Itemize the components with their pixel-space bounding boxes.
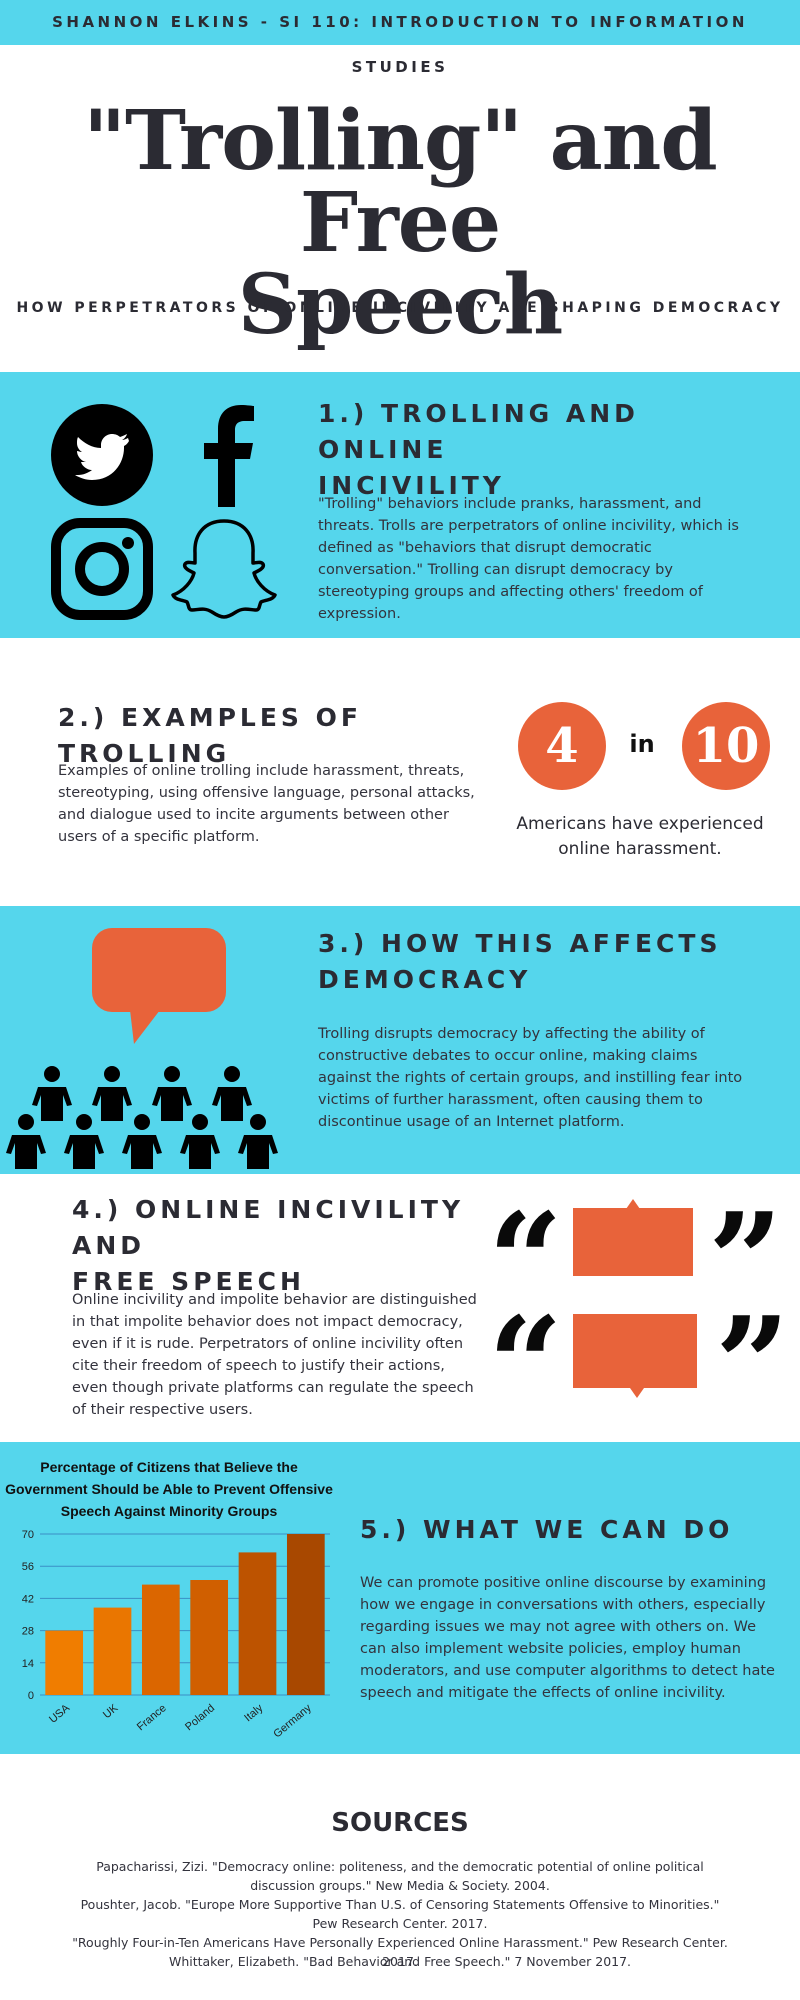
section4-heading-line1: 4.) ONLINE INCIVILITY AND: [72, 1195, 465, 1260]
bar: [45, 1630, 84, 1695]
person-icon: [122, 1114, 162, 1169]
bar-chart: 0 14 28 42 56 70 USA UK France Poland Italy Germany: [22, 1529, 330, 1741]
stat-number-4: 4: [518, 702, 606, 790]
instagram-icon: [51, 518, 153, 620]
quote-box-2-tail: [630, 1388, 644, 1398]
x-tick-label: Italy: [242, 1702, 266, 1724]
stat-in-label: in: [629, 730, 655, 758]
section3-body: Trolling disrupts democracy by affecting…: [318, 1026, 743, 1130]
section5-heading: 5.) WHAT WE CAN DO: [360, 1515, 734, 1544]
bar: [238, 1552, 277, 1695]
sources-title: SOURCES: [331, 1808, 469, 1838]
x-tick-label: France: [135, 1702, 169, 1733]
bar: [141, 1584, 180, 1695]
open-quote-icon-1: “: [488, 1184, 563, 1337]
page-title-line1: "Trolling" and Free: [83, 93, 717, 271]
x-tick-label: UK: [101, 1702, 121, 1721]
section3-heading-line1: 3.) HOW THIS AFFECTS: [318, 929, 722, 958]
x-tick-label: USA: [47, 1702, 73, 1726]
page-title-line2: Speech: [237, 257, 563, 353]
section2-body: Examples of online trolling include hara…: [58, 763, 475, 845]
person-icon: [32, 1066, 72, 1121]
section1-heading-line1: 1.) TROLLING AND ONLINE: [318, 399, 639, 464]
page-title: "Trolling" and Free Speech: [40, 100, 760, 346]
person-icon: [92, 1066, 132, 1121]
x-tick-label: Poland: [183, 1702, 217, 1733]
y-tick-label: 70: [22, 1529, 34, 1541]
close-quote-icon-2: ”: [715, 1288, 790, 1441]
section2-heading: 2.) EXAMPLES OF TROLLING: [58, 703, 362, 768]
quote-box-1-tail: [626, 1199, 640, 1209]
source-item: Poushter, Jacob. "Europe More Supportive…: [80, 1897, 720, 1931]
y-tick-label: 14: [22, 1658, 34, 1670]
person-icon: [64, 1114, 104, 1169]
facebook-icon: [204, 405, 254, 507]
section1-heading: 1.) TROLLING AND ONLINE INCIVILITY: [318, 396, 778, 504]
section5-body: We can promote positive online discourse…: [360, 1575, 775, 1701]
section4-heading-line2: FREE SPEECH: [72, 1267, 305, 1296]
source-item: Whittaker, Elizabeth. "Bad Behavior and …: [168, 1954, 632, 1969]
bar: [286, 1534, 325, 1695]
quote-box-2: [573, 1314, 697, 1388]
section1-heading-line2: INCIVILITY: [318, 471, 505, 500]
open-quote-icon-2: “: [488, 1288, 563, 1441]
header-bar: SHANNON ELKINS - SI 110: INTRODUCTION TO…: [0, 0, 800, 76]
section3-heading-line2: DEMOCRACY: [318, 965, 532, 994]
x-tick-label: Germany: [271, 1702, 314, 1741]
person-icon: [6, 1114, 46, 1169]
close-quote-icon-1: ”: [708, 1184, 783, 1337]
stat-number-10: 10: [682, 702, 770, 790]
y-tick-label: 56: [22, 1561, 34, 1573]
section4-body: Online incivility and impolite behavior …: [72, 1292, 477, 1418]
person-icon: [212, 1066, 252, 1121]
speech-bubble-icon: [92, 928, 226, 1044]
page-subtitle: HOW PERPETRATORS OF ONLINE INCIVILITY AR…: [16, 300, 784, 316]
twitter-icon: [51, 404, 153, 506]
bar: [93, 1607, 132, 1695]
bar: [190, 1580, 229, 1695]
snapchat-icon: [171, 519, 277, 619]
person-icon: [152, 1066, 192, 1121]
chart-title-line3: Speech Against Minority Groups: [60, 1503, 278, 1519]
chart-title-line1: Percentage of Citizens that Believe the: [40, 1459, 298, 1475]
source-item: Papacharissi, Zizi. "Democracy online: p…: [96, 1859, 704, 1893]
author-course-label: SHANNON ELKINS - SI 110: INTRODUCTION TO…: [52, 13, 748, 76]
section1-body: "Trolling" behaviors include pranks, har…: [318, 496, 739, 622]
section4-heading: 4.) ONLINE INCIVILITY AND FREE SPEECH: [72, 1192, 512, 1300]
chart-title: Percentage of Citizens that Believe the …: [0, 1456, 338, 1522]
stat-caption: Americans have experienced online harass…: [516, 814, 764, 859]
person-icon: [238, 1114, 278, 1169]
source-item: "Roughly Four-in-Ten Americans Have Pers…: [72, 1935, 728, 1969]
crowd-icon: [0, 1065, 290, 1180]
person-icon: [180, 1114, 220, 1169]
y-tick-label: 0: [28, 1690, 34, 1702]
section3-heading: 3.) HOW THIS AFFECTS DEMOCRACY: [318, 926, 778, 998]
y-tick-label: 42: [22, 1593, 34, 1605]
chart-title-line2: Government Should be Able to Prevent Off…: [5, 1481, 333, 1497]
quote-box-1: [573, 1208, 693, 1276]
y-tick-label: 28: [22, 1626, 34, 1638]
